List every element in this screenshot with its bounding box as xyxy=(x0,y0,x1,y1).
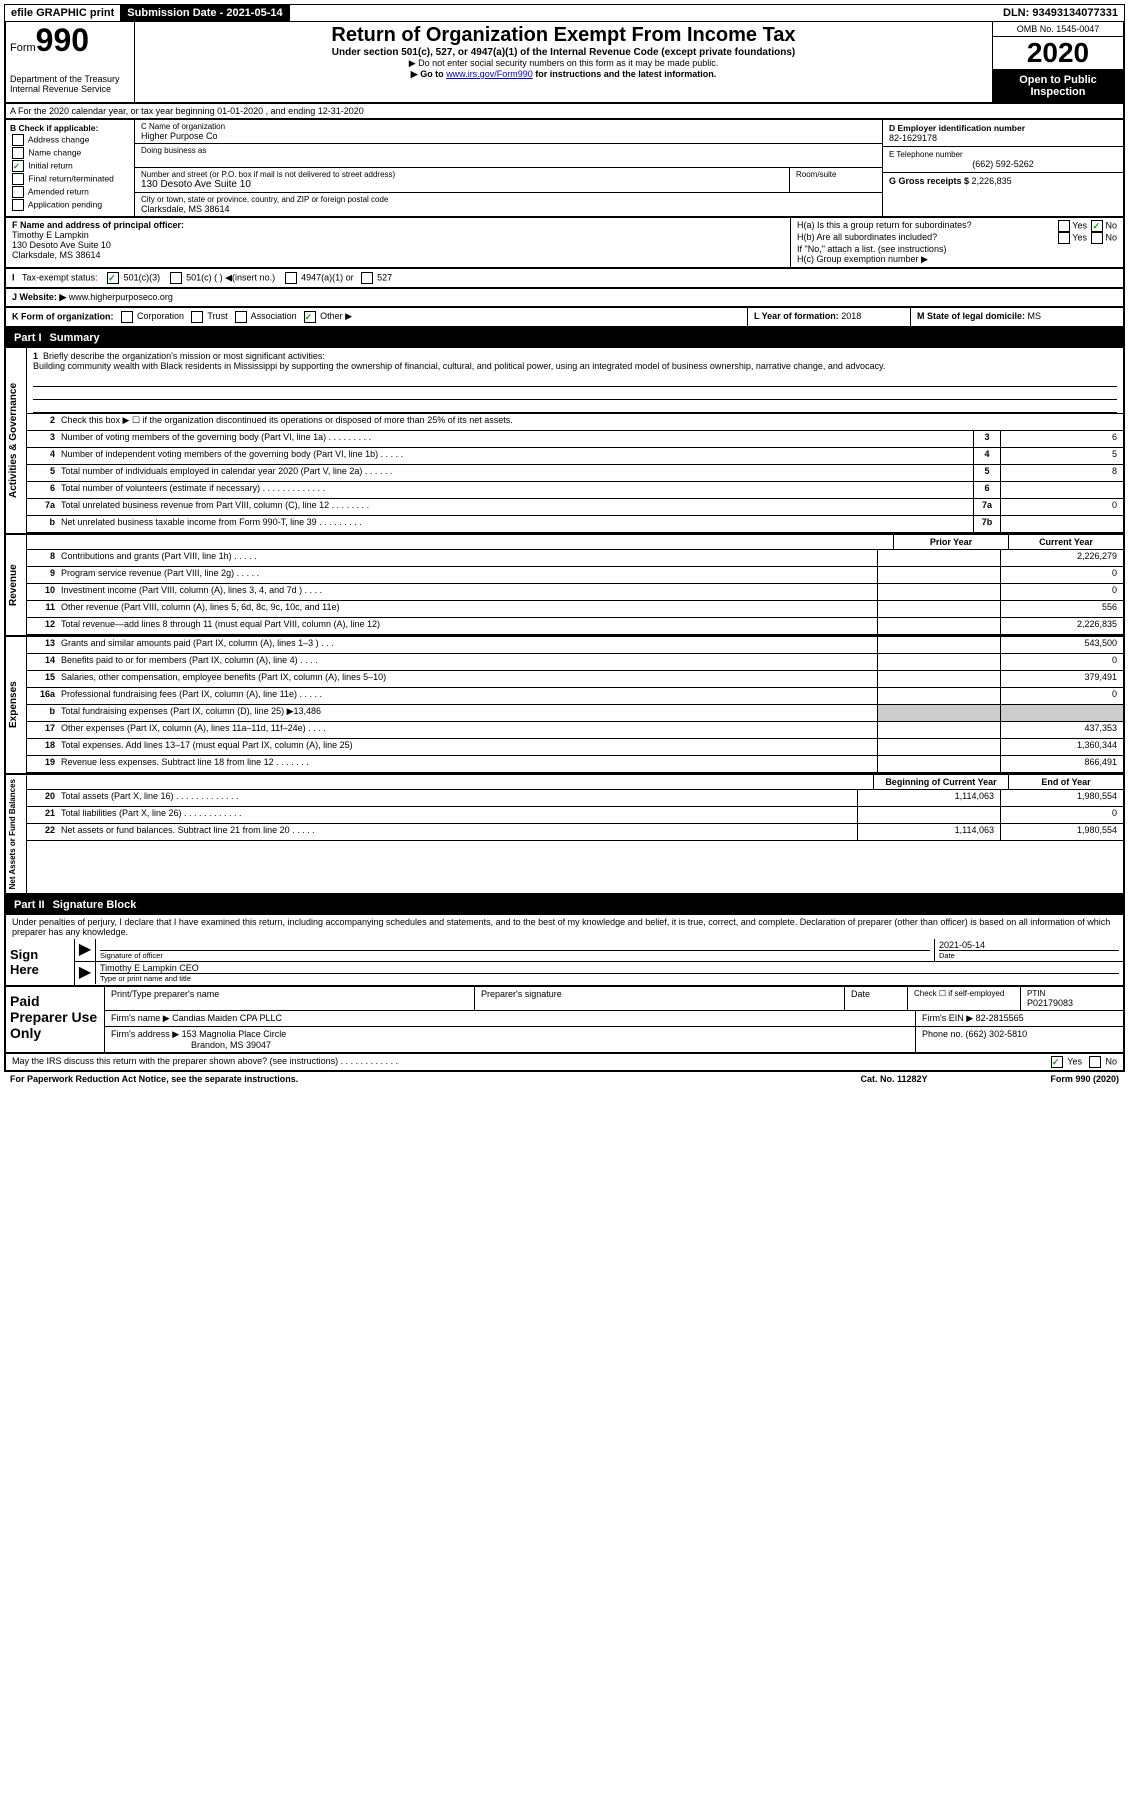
main-header: Form990 Department of the Treasury Inter… xyxy=(4,22,1125,104)
vert-revenue: Revenue xyxy=(6,535,27,635)
section-b: B Check if applicable: Address change Na… xyxy=(4,120,1125,218)
net-col-header: Beginning of Current Year End of Year xyxy=(27,775,1123,790)
table-row: 14Benefits paid to or for members (Part … xyxy=(27,654,1123,671)
org-name-row: C Name of organization Higher Purpose Co xyxy=(135,120,882,144)
table-row: bNet unrelated business taxable income f… xyxy=(27,516,1123,533)
dln: DLN: 93493134077331 xyxy=(997,5,1124,21)
table-row: 22Net assets or fund balances. Subtract … xyxy=(27,824,1123,841)
website-row: J Website: ▶ www.higherpurposeco.org xyxy=(4,289,1125,308)
mission-box: 1 Briefly describe the organization's mi… xyxy=(27,348,1123,374)
arrow-icon: ▶ xyxy=(75,962,96,984)
net-assets-body: Net Assets or Fund Balances Beginning of… xyxy=(4,775,1125,895)
section-a: A For the 2020 calendar year, or tax yea… xyxy=(4,104,1125,120)
table-row: 16aProfessional fundraising fees (Part I… xyxy=(27,688,1123,705)
checkbox-option[interactable]: Initial return xyxy=(10,160,130,172)
checkbox-option[interactable]: Application pending xyxy=(10,199,130,211)
omb-number: OMB No. 1545-0047 xyxy=(993,22,1123,37)
b-center: C Name of organization Higher Purpose Co… xyxy=(135,120,882,216)
checkbox-option[interactable]: Address change xyxy=(10,134,130,146)
h-group: H(a) Is this a group return for subordin… xyxy=(791,218,1123,267)
table-row: 9Program service revenue (Part VIII, lin… xyxy=(27,567,1123,584)
instructions-line: ▶ Go to www.irs.gov/Form990 for instruct… xyxy=(143,69,984,80)
efile-label: efile GRAPHIC print xyxy=(5,5,121,21)
phone-row: E Telephone number (662) 592-5262 xyxy=(883,147,1123,173)
footer: For Paperwork Reduction Act Notice, see … xyxy=(4,1072,1125,1086)
part1-body: Activities & Governance 1 Briefly descri… xyxy=(4,348,1125,535)
header-right: OMB No. 1545-0047 2020 Open to Public In… xyxy=(992,22,1123,102)
b-right: D Employer identification number 82-1629… xyxy=(882,120,1123,216)
part1-header: Part I Summary xyxy=(4,328,1125,348)
header-center: Return of Organization Exempt From Incom… xyxy=(135,22,992,102)
discuss-row: May the IRS discuss this return with the… xyxy=(4,1054,1125,1072)
city-row: City or town, state or province, country… xyxy=(135,193,882,216)
part2-header: Part II Signature Block xyxy=(4,895,1125,915)
checkbox-option[interactable]: Final return/terminated xyxy=(10,173,130,185)
f-officer: F Name and address of principal officer:… xyxy=(6,218,791,267)
table-row: 3Number of voting members of the governi… xyxy=(27,431,1123,448)
tax-year: 2020 xyxy=(993,37,1123,70)
irs-link[interactable]: www.irs.gov/Form990 xyxy=(446,69,533,79)
table-row: 11Other revenue (Part VIII, column (A), … xyxy=(27,601,1123,618)
table-row: 17Other expenses (Part IX, column (A), l… xyxy=(27,722,1123,739)
vert-expenses: Expenses xyxy=(6,637,27,773)
form-990-label: Form 990 (2020) xyxy=(969,1074,1119,1084)
table-row: 15Salaries, other compensation, employee… xyxy=(27,671,1123,688)
table-row: 13Grants and similar amounts paid (Part … xyxy=(27,637,1123,654)
table-row: 20Total assets (Part X, line 16) . . . .… xyxy=(27,790,1123,807)
dba-row: Doing business as xyxy=(135,144,882,168)
table-row: 19Revenue less expenses. Subtract line 1… xyxy=(27,756,1123,773)
table-row: 8Contributions and grants (Part VIII, li… xyxy=(27,550,1123,567)
b-checkboxes: B Check if applicable: Address change Na… xyxy=(6,120,135,216)
vert-net-assets: Net Assets or Fund Balances xyxy=(6,775,27,893)
header-left: Form990 Department of the Treasury Inter… xyxy=(6,22,135,102)
table-row: 21Total liabilities (Part X, line 26) . … xyxy=(27,807,1123,824)
table-row: 10Investment income (Part VIII, column (… xyxy=(27,584,1123,601)
vert-governance: Activities & Governance xyxy=(6,348,27,533)
checkbox-option[interactable]: Name change xyxy=(10,147,130,159)
checkbox-option[interactable]: Amended return xyxy=(10,186,130,198)
top-bar: efile GRAPHIC print Submission Date - 20… xyxy=(4,4,1125,22)
tax-exempt-status: I Tax-exempt status: 501(c)(3) 501(c) ( … xyxy=(4,269,1125,289)
gross-receipts: G Gross receipts $ 2,226,835 xyxy=(883,173,1123,189)
table-row: 4Number of independent voting members of… xyxy=(27,448,1123,465)
table-row: bTotal fundraising expenses (Part IX, co… xyxy=(27,705,1123,722)
form-title: Return of Organization Exempt From Incom… xyxy=(143,24,984,47)
table-row: 6Total number of volunteers (estimate if… xyxy=(27,482,1123,499)
open-public: Open to Public Inspection xyxy=(993,70,1123,102)
paid-preparer: Paid Preparer Use Only Print/Type prepar… xyxy=(4,987,1125,1054)
table-row: 5Total number of individuals employed in… xyxy=(27,465,1123,482)
address-row: Number and street (or P.O. box if mail i… xyxy=(135,168,882,193)
table-row: 18Total expenses. Add lines 13–17 (must … xyxy=(27,739,1123,756)
ein-row: D Employer identification number 82-1629… xyxy=(883,120,1123,147)
arrow-icon: ▶ xyxy=(75,939,96,961)
dept-label: Department of the Treasury xyxy=(10,74,130,84)
fgh-section: F Name and address of principal officer:… xyxy=(4,218,1125,269)
k-form-org: K Form of organization: Corporation Trus… xyxy=(4,308,1125,328)
revenue-col-header: Prior Year Current Year xyxy=(27,535,1123,550)
sign-here-label: Sign Here xyxy=(6,939,75,985)
submission-date: Submission Date - 2021-05-14 xyxy=(121,5,289,21)
table-row: 12Total revenue—add lines 8 through 11 (… xyxy=(27,618,1123,635)
signature-section: Under penalties of perjury, I declare th… xyxy=(4,915,1125,987)
revenue-body: Revenue Prior Year Current Year 8Contrib… xyxy=(4,535,1125,637)
paid-label: Paid Preparer Use Only xyxy=(6,987,105,1052)
table-row: 7aTotal unrelated business revenue from … xyxy=(27,499,1123,516)
expenses-body: Expenses 13Grants and similar amounts pa… xyxy=(4,637,1125,775)
